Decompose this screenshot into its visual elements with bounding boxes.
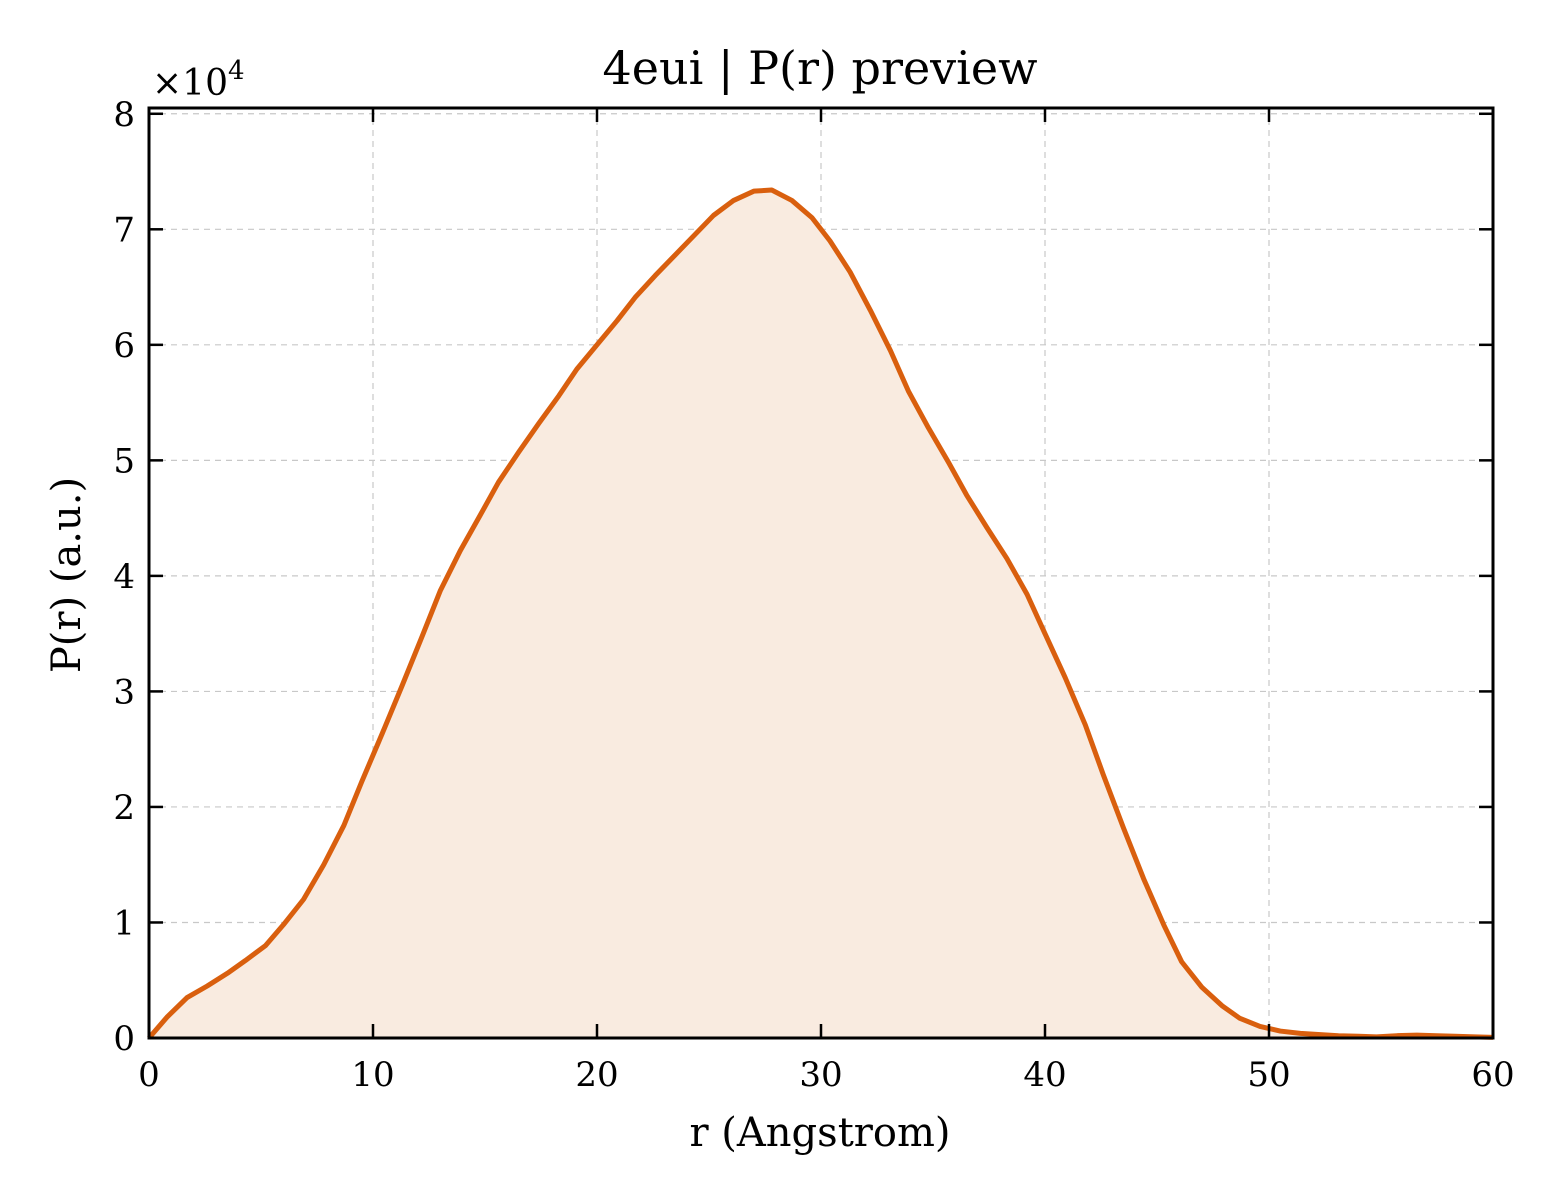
y-tick-label: 0 <box>113 1019 135 1059</box>
y-multiplier-base: ×10 <box>152 63 228 104</box>
y-tick-label: 3 <box>113 672 135 712</box>
chart-title: 4eui | P(r) preview <box>603 41 1038 95</box>
x-tick-label: 60 <box>1471 1055 1514 1095</box>
y-axis-label: P(r) (a.u.) <box>44 477 90 673</box>
y-multiplier: ×104 <box>152 56 245 104</box>
y-tick-label: 4 <box>113 557 135 597</box>
x-tick-label: 0 <box>138 1055 160 1095</box>
x-tick-label: 40 <box>1023 1055 1066 1095</box>
y-axis: 0 1 2 3 4 5 6 7 8 <box>113 95 1493 1059</box>
x-axis: 0 10 20 30 40 50 60 <box>138 108 1515 1095</box>
y-tick-label: 6 <box>113 326 135 366</box>
y-multiplier-exponent: 4 <box>228 56 245 86</box>
x-tick-label: 50 <box>1247 1055 1290 1095</box>
y-tick-label: 1 <box>113 903 135 943</box>
y-tick-label: 2 <box>113 788 135 828</box>
x-tick-label: 30 <box>799 1055 842 1095</box>
pr-area-fill <box>149 190 1493 1038</box>
x-axis-label: r (Angstrom) <box>689 1110 950 1156</box>
y-tick-label: 8 <box>113 95 135 135</box>
y-tick-label: 7 <box>113 210 135 250</box>
y-tick-label: 5 <box>113 441 135 481</box>
x-tick-label: 10 <box>351 1055 394 1095</box>
x-tick-label: 20 <box>575 1055 618 1095</box>
